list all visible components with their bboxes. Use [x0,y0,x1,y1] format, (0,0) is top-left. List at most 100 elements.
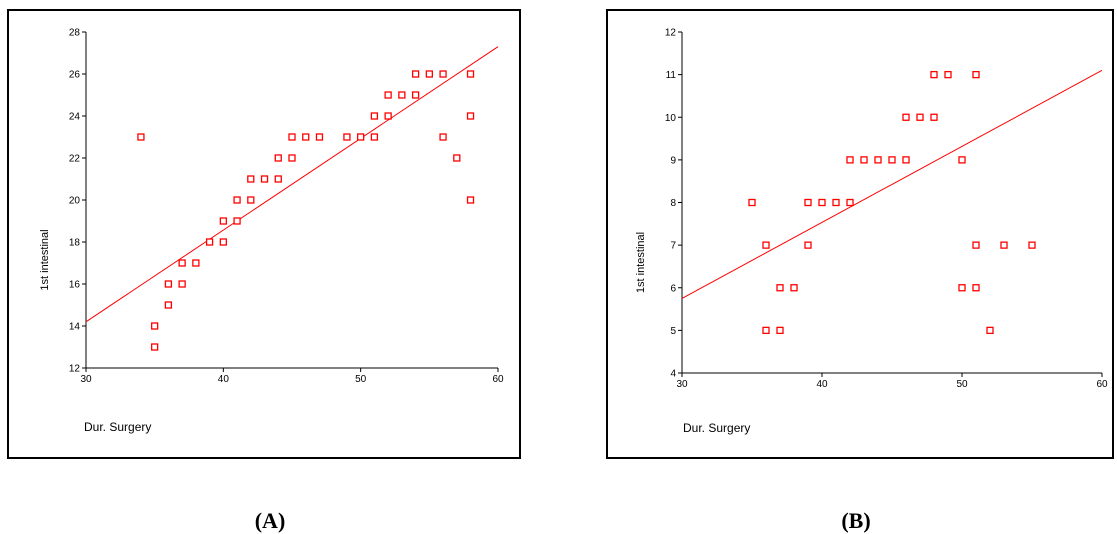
data-point-a [274,175,282,183]
y-tick-label-a: 26 [69,70,81,81]
x-tick-label-a: 50 [355,374,367,385]
y-tick-label-b: 11 [666,70,677,81]
data-point-b [986,326,994,335]
data-point-a [247,196,255,204]
data-point-a [192,259,200,267]
data-point-b [846,156,854,164]
data-point-a [357,133,365,141]
data-point-a [453,154,461,162]
x-axis-label-a: Dur. Surgery [84,420,152,434]
chart-frame-b [606,9,1114,459]
data-point-a [274,154,282,162]
data-point-b [790,284,798,292]
data-point-b [1000,241,1008,249]
y-tick-label-a: 16 [69,280,81,291]
data-point-b [804,241,812,249]
x-axis-label-b: Dur. Surgery [683,421,751,435]
y-tick-label-a: 22 [69,154,81,165]
y-tick-label-a: 14 [69,322,81,333]
y-tick-label-a: 20 [69,196,81,207]
y-tick-label-a: 24 [69,112,81,123]
data-point-a [219,217,227,225]
chart-panel-a: 12 14 16 18 20 22 24 26 28 30 40 50 60 1st intestinal… [0,0,530,533]
data-point-b [818,198,826,207]
data-point-b [902,156,910,164]
data-point-b [860,156,868,164]
data-point-b [958,156,966,164]
data-point-b [776,284,784,292]
data-point-a [466,196,475,204]
fit-line-a [85,46,499,323]
data-point-a [219,238,227,246]
data-point-b [846,198,854,207]
x-tick-label-a: 30 [80,374,92,385]
scatter-plot-a: 12 14 16 18 20 22 24 26 28 30 40 50 60 1st intestinal [39,28,504,386]
data-point-b [958,284,966,292]
data-point-a [384,112,392,120]
data-point-b [776,326,784,335]
y-tick-label-b: 10 [665,113,677,124]
data-point-a [260,175,269,183]
data-point-b [874,156,882,164]
y-tick-label-b: 7 [670,241,676,252]
x-tick-label-b: 30 [676,379,688,390]
data-point-b [1028,241,1036,249]
data-point-a [151,343,159,351]
data-point-a [178,259,186,267]
data-point-a [439,70,447,78]
y-tick-label-a: 12 [69,364,81,375]
data-point-a [247,175,255,183]
data-point-a [164,280,173,288]
x-tick-label-b: 50 [956,379,968,390]
data-point-a [370,133,379,141]
data-point-a [233,217,241,225]
data-point-a [439,133,447,141]
data-point-a [411,91,420,99]
y-tick-label-b: 12 [665,28,677,39]
x-tick-label-b: 40 [816,379,828,390]
data-point-a [288,154,296,162]
y-axis-label-a: 1st intestinal [39,229,51,290]
x-tick-label-a: 60 [492,374,504,385]
y-tick-label-b: 5 [670,326,676,337]
data-point-a [398,91,406,99]
x-tick-label-b: 60 [1096,379,1108,390]
data-point-b [972,241,980,249]
data-point-b [832,198,840,207]
data-point-b [804,198,812,207]
data-point-a [466,70,475,78]
data-point-a [425,70,433,78]
data-point-a [164,301,173,309]
data-point-b [916,113,924,121]
data-point-a [466,112,475,120]
data-point-b [762,326,770,335]
data-point-a [411,70,420,78]
data-point-b [972,70,980,79]
data-point-a [233,196,241,204]
data-point-a [178,280,186,288]
data-point-a [288,133,296,141]
y-tick-label-a: 18 [69,238,81,249]
data-point-b [930,70,938,79]
fit-line-b [681,69,1103,299]
data-point-a [315,133,324,141]
y-tick-label-b: 8 [670,198,676,209]
data-point-b [762,241,770,249]
data-point-a [137,133,145,141]
panel-caption-a: (A) [254,508,286,533]
y-axis-label-b: 1st intestinal [635,232,647,293]
data-point-b [930,113,938,121]
scatter-plot-b: 4 5 6 7 8 9 10 11 12 30 40 50 60 1st intestinal [635,28,1108,391]
chart-panel-b: 4 5 6 7 8 9 10 11 12 30 40 50 60 1st intestinal Dur. … [600,0,1117,533]
data-point-a [370,112,379,120]
data-point-b [888,156,896,164]
data-point-b [972,284,980,292]
panel-caption-b: (B) [841,508,871,533]
data-point-a [384,91,392,99]
data-point-a [151,322,159,330]
data-point-b [748,198,756,207]
chart-frame-a [7,9,521,459]
x-tick-label-a: 40 [218,374,230,385]
data-point-b [944,70,952,79]
y-tick-label-b: 9 [670,155,676,166]
